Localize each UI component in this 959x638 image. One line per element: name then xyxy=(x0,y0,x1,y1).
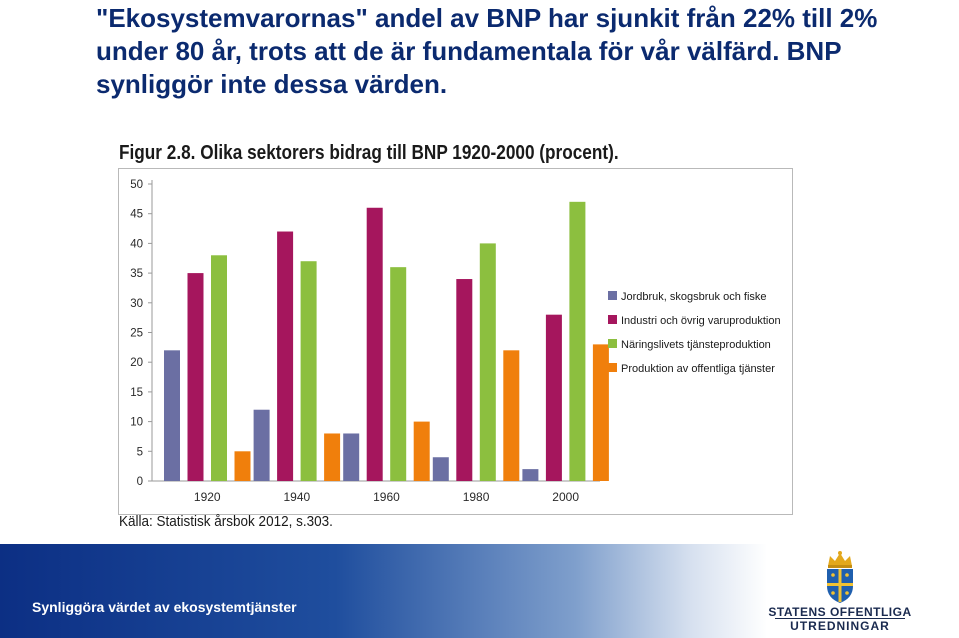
x-tick-label: 1960 xyxy=(373,490,400,504)
bar-1920-4 xyxy=(234,451,251,481)
bar-1920-3 xyxy=(211,255,227,481)
legend-swatch xyxy=(608,363,617,372)
x-tick-label: 2000 xyxy=(552,490,579,504)
y-tick-label: 10 xyxy=(130,417,143,429)
bar-1960-3 xyxy=(390,267,407,481)
footer-bar: Synliggöra värdet av ekosystemtjänster S… xyxy=(0,544,959,638)
legend-swatch xyxy=(608,339,617,348)
bar-1920-2 xyxy=(187,273,204,481)
y-tick-label: 40 xyxy=(130,238,143,250)
y-tick-label: 25 xyxy=(130,328,143,340)
legend-swatch xyxy=(608,291,617,300)
x-tick-label: 1980 xyxy=(463,490,490,504)
bar-1960-1 xyxy=(343,433,360,481)
logo-line2: UTREDNINGAR xyxy=(790,619,890,633)
bar-1940-3 xyxy=(300,261,317,481)
bar-1960-2 xyxy=(366,207,383,481)
x-tick-label: 1940 xyxy=(283,490,310,504)
y-tick-label: 20 xyxy=(130,357,143,369)
chart-container: 0 5 10 15 20 25 30 35 40 45 50 1920 1940 1960 1980 200… xyxy=(118,168,793,515)
y-tick-label: 0 xyxy=(137,476,143,488)
bar-chart: 0 5 10 15 20 25 30 35 40 45 50 1920 1940 1960 1980 200… xyxy=(118,168,793,515)
y-tick-label: 50 xyxy=(130,179,143,191)
bar-1940-4 xyxy=(324,433,341,481)
bar-1940-1 xyxy=(253,409,270,481)
y-tick-label: 15 xyxy=(130,387,143,399)
sou-logo: STATENS OFFENTLIGA UTREDNINGAR xyxy=(765,550,915,636)
bar-1980-3 xyxy=(479,243,496,481)
legend-label: Industri och övrig varuproduktion xyxy=(621,315,781,327)
chart-source: Källa: Statistisk årsbok 2012, s.303. xyxy=(119,513,333,530)
bar-2000-1 xyxy=(522,469,539,481)
y-tick-label: 35 xyxy=(130,268,143,280)
legend-swatch xyxy=(608,315,617,324)
logo-divider xyxy=(775,618,905,619)
y-tick-label: 30 xyxy=(130,298,143,310)
legend-label: Produktion av offentliga tjänster xyxy=(621,363,775,375)
chart-border xyxy=(118,168,793,515)
footer-title: Synliggöra värdet av ekosystemtjänster xyxy=(32,599,297,615)
logo-line1: STATENS OFFENTLIGA xyxy=(768,605,912,619)
legend-label: Jordbruk, skogsbruk och fiske xyxy=(621,291,767,303)
figure-title: Figur 2.8. Olika sektorers bidrag till B… xyxy=(119,142,619,164)
bar-1920-1 xyxy=(164,350,180,481)
bar-1980-2 xyxy=(456,279,473,481)
slide-headline: "Ekosystemvarornas" andel av BNP har sju… xyxy=(96,3,878,99)
y-tick-label: 45 xyxy=(130,209,143,221)
crown-shield-icon xyxy=(827,551,853,603)
bar-2000-4 xyxy=(592,344,609,481)
legend-label: Näringslivets tjänsteproduktion xyxy=(621,339,771,351)
bar-1980-1 xyxy=(432,457,449,481)
bar-2000-3 xyxy=(569,201,586,481)
bar-2000-2 xyxy=(545,314,562,481)
y-tick-label: 5 xyxy=(137,446,143,458)
bar-1980-4 xyxy=(503,350,520,481)
bar-1940-2 xyxy=(277,231,294,481)
bar-1960-4 xyxy=(413,421,430,481)
x-tick-label: 1920 xyxy=(194,490,221,504)
